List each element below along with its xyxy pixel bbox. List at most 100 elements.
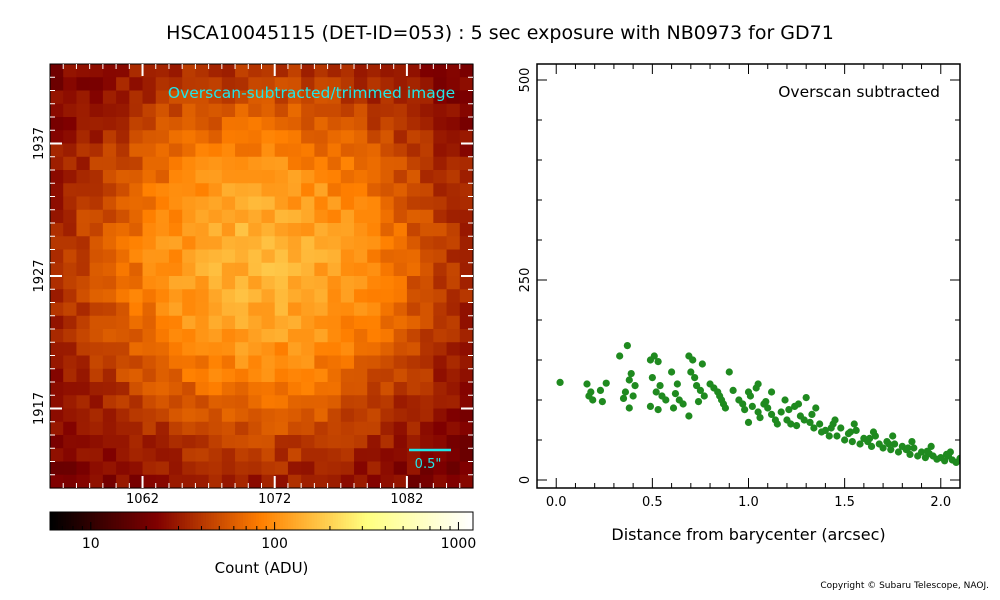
data-point [652, 388, 660, 396]
image-pixel [340, 249, 355, 264]
y-tick-label: 1917 [32, 392, 47, 425]
colorbar-segment [290, 512, 294, 530]
image-pixel [142, 342, 157, 357]
data-point [885, 440, 893, 448]
image-pixel [301, 64, 315, 78]
image-pixel [89, 435, 104, 449]
image-pixel [420, 64, 434, 78]
image-pixel [274, 355, 289, 370]
image-pixel [261, 196, 276, 211]
data-point [616, 352, 624, 360]
image-pixel [142, 368, 157, 383]
image-pixel [76, 395, 91, 410]
image-pixel [89, 368, 104, 383]
data-point [741, 406, 749, 414]
colorbar-segment [81, 512, 85, 530]
image-pixel [287, 368, 302, 383]
image-pixel [274, 196, 289, 211]
image-pixel [287, 262, 302, 277]
image-pixel [248, 448, 263, 463]
image-pixel [287, 130, 302, 145]
image-pixel [287, 448, 302, 463]
data-point [825, 432, 833, 440]
colorbar-segment [253, 512, 257, 530]
colorbar-tick-label: 1000 [441, 536, 477, 552]
image-pixel [261, 276, 276, 290]
image-pixel [248, 461, 263, 476]
image-pixel [393, 408, 408, 423]
image-pixel [393, 156, 408, 171]
image-pixel [142, 461, 157, 476]
image-pixel [446, 249, 461, 264]
image-pixel [314, 474, 329, 489]
data-point [908, 438, 916, 446]
image-pixel [182, 329, 197, 343]
image-pixel [221, 196, 236, 211]
image-pixel [301, 421, 315, 436]
image-pixel [142, 143, 157, 158]
image-pixel [261, 103, 276, 118]
image-pixel [89, 209, 104, 224]
image-pixel [287, 421, 302, 436]
image-pixel [155, 183, 170, 198]
image-pixel [459, 382, 474, 396]
image-pixel [274, 156, 289, 171]
image-pixel [102, 64, 117, 78]
image-pixel [274, 395, 289, 410]
data-point [692, 382, 701, 390]
image-pixel [406, 342, 421, 357]
image-pixel [89, 421, 104, 436]
image-pixel [195, 276, 210, 290]
image-pixel [433, 156, 448, 171]
image-pixel [261, 435, 276, 449]
image-pixel [301, 209, 315, 224]
image-pixel [420, 302, 434, 317]
image-pixel [76, 276, 91, 290]
data-point [869, 428, 878, 436]
image-pixel [274, 421, 289, 436]
image-pixel [208, 382, 223, 396]
image-pixel [367, 342, 382, 357]
image-pixel [195, 448, 210, 463]
image-pixel [446, 474, 461, 489]
image-pixel [380, 448, 395, 463]
image-pixel [354, 435, 368, 449]
colorbar-segment [205, 512, 210, 530]
image-pixel [168, 382, 183, 396]
colorbar-segment [57, 512, 62, 530]
image-pixel [155, 117, 170, 131]
image-pixel [168, 421, 183, 436]
image-pixel [182, 474, 197, 489]
image-pixel [76, 342, 91, 357]
image-pixel [261, 421, 276, 436]
image-pixel [287, 90, 302, 105]
image-pixel [274, 342, 289, 357]
image-pixel [63, 103, 78, 118]
image-pixel [168, 461, 183, 476]
data-point [891, 440, 899, 448]
image-pixel [235, 143, 249, 158]
image-pixel [116, 196, 130, 211]
image-pixel [354, 342, 368, 357]
image-pixel [182, 289, 197, 304]
data-point [656, 382, 664, 390]
colorbar-segment [430, 512, 434, 530]
image-pixel [89, 342, 104, 357]
image-pixel [102, 156, 117, 171]
image-pixel [446, 236, 461, 251]
image-pixel [354, 117, 368, 131]
image-pixel [287, 408, 302, 423]
image-pixel [393, 421, 408, 436]
colorbar-segment [420, 512, 424, 530]
image-pixel [129, 90, 144, 105]
image-pixel [459, 421, 474, 436]
image-pixel [406, 77, 421, 92]
image-pixel [182, 461, 197, 476]
image-pixel [235, 64, 249, 78]
image-pixel [89, 103, 104, 118]
colorbar-segment [438, 512, 442, 530]
image-pixel [446, 435, 461, 449]
image-pixel [235, 474, 249, 489]
image-pixel [142, 183, 157, 198]
colorbar-segment [105, 512, 109, 530]
